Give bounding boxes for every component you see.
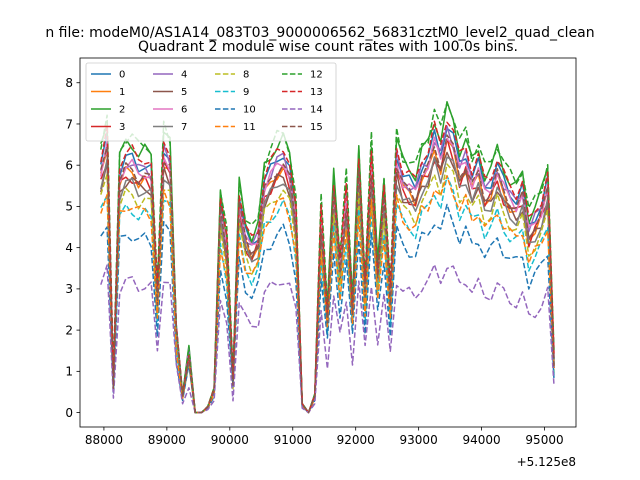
x-tick-label: 88000 [85, 433, 123, 447]
legend-label-9: 9 [243, 87, 249, 98]
legend-label-2: 2 [119, 105, 125, 116]
y-axis: 0 1 2 3 4 5 6 7 8 [65, 76, 80, 420]
y-tick-label: 6 [65, 158, 73, 172]
y-tick-label: 0 [65, 406, 73, 420]
x-axis: 88000 89000 90000 91000 92000 93000 94000 95000 [85, 427, 564, 447]
legend-label-4: 4 [181, 70, 187, 81]
chart-title: Quadrant 2 module wise count rates with … [138, 39, 518, 55]
figure-suptitle: n file: modeM0/AS1A14_083T03_9000006562_… [45, 25, 594, 41]
y-tick-label: 4 [65, 241, 73, 255]
legend-label-1: 1 [119, 87, 125, 98]
y-tick-label: 7 [65, 117, 73, 131]
legend-label-14: 14 [310, 105, 323, 116]
y-tick-label: 2 [65, 323, 73, 337]
x-tick-label: 89000 [148, 433, 186, 447]
legend-label-10: 10 [243, 105, 256, 116]
legend-label-3: 3 [119, 122, 125, 133]
series-line-14 [100, 263, 555, 414]
legend-label-12: 12 [310, 70, 323, 81]
series-line-7 [100, 156, 555, 414]
legend-label-15: 15 [310, 122, 323, 133]
series-line-11 [100, 175, 555, 414]
legend-label-8: 8 [243, 70, 249, 81]
legend-label-7: 7 [181, 122, 187, 133]
x-offset-label: +5.125e8 [517, 455, 576, 469]
legend-label-0: 0 [119, 70, 125, 81]
y-tick-label: 3 [65, 282, 73, 296]
x-tick-label: 91000 [274, 433, 312, 447]
x-tick-label: 92000 [337, 433, 375, 447]
x-tick-label: 93000 [400, 433, 438, 447]
x-tick-label: 90000 [211, 433, 249, 447]
axes: 88000 89000 90000 91000 92000 93000 94000 95000… [65, 57, 577, 469]
x-tick-label: 94000 [462, 433, 500, 447]
y-tick-label: 8 [65, 76, 73, 90]
axes-frame [79, 57, 577, 428]
series-layer [100, 100, 555, 414]
legend-label-13: 13 [310, 87, 323, 98]
series-line-10 [100, 203, 555, 414]
x-tick-label: 95000 [525, 433, 563, 447]
legend-label-6: 6 [181, 105, 187, 116]
series-line-15 [100, 134, 555, 414]
legend-label-5: 5 [181, 87, 187, 98]
legend-box [85, 62, 337, 142]
legend-label-11: 11 [243, 122, 256, 133]
y-tick-label: 5 [65, 200, 73, 214]
y-tick-label: 1 [65, 365, 73, 379]
